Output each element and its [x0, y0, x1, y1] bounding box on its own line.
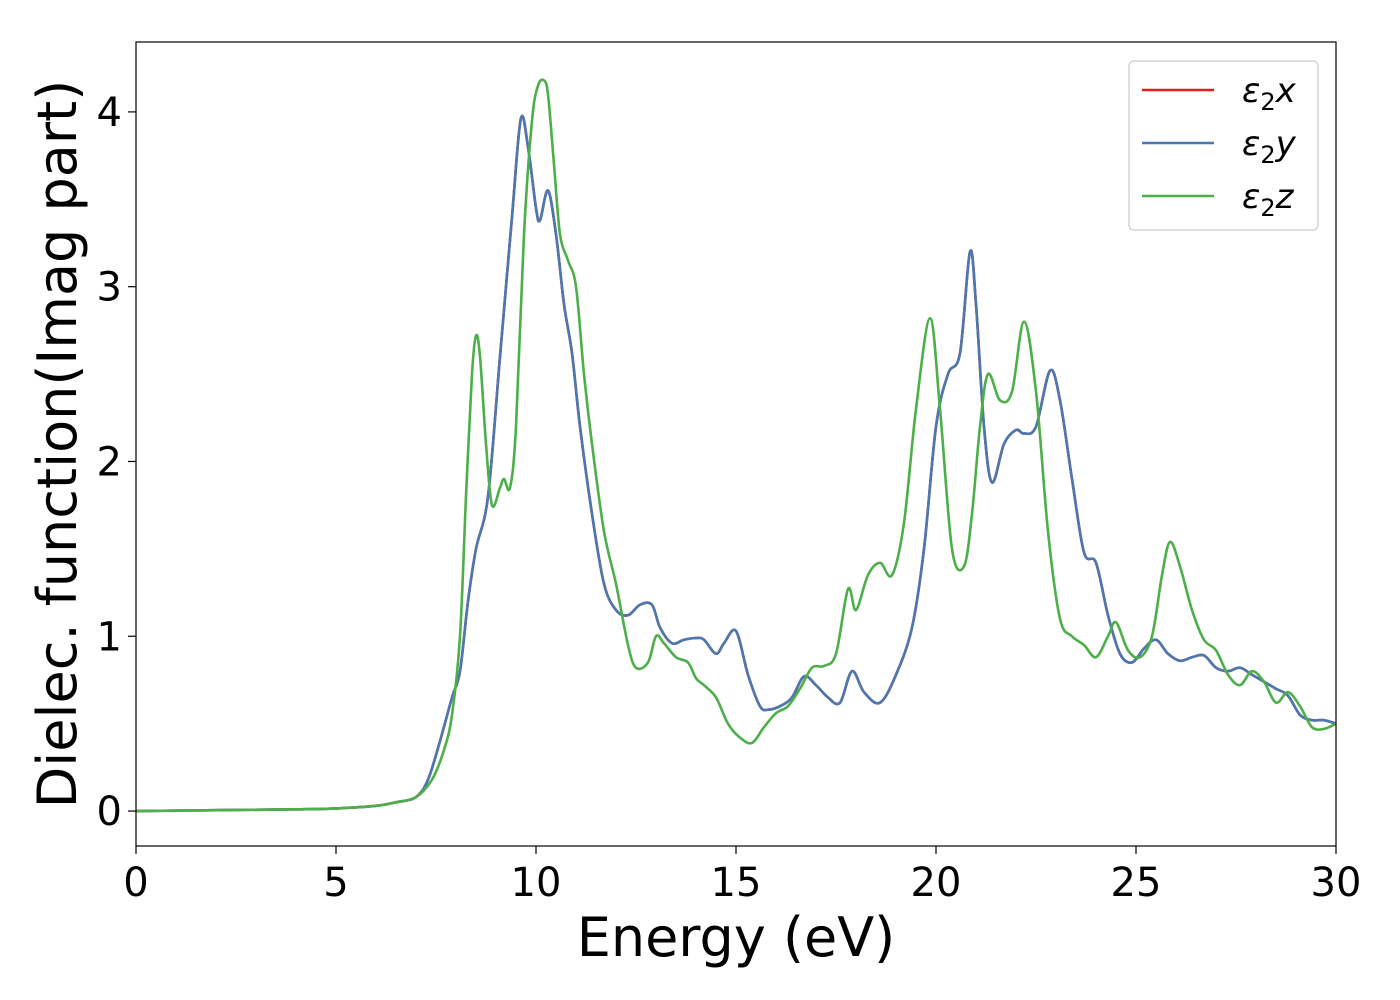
- series-line-z: [135, 78, 1337, 813]
- x-tick-label: 10: [511, 860, 562, 906]
- x-tick-label: 15: [711, 860, 762, 906]
- series-layer: [135, 78, 1337, 813]
- y-tick-label: 3: [97, 265, 122, 311]
- x-tick-label: 5: [323, 860, 348, 906]
- legend-label-z: ε2z: [1242, 177, 1295, 222]
- legend-label-y: ε2y: [1242, 124, 1297, 169]
- x-axis-ticks: 0 5 10 15 20 25 30: [123, 846, 1361, 906]
- y-axis-title: Dielec. function(Imag part): [26, 80, 89, 809]
- x-tick-label: 25: [1111, 860, 1162, 906]
- legend-box: [1128, 60, 1319, 231]
- x-tick-label: 20: [911, 860, 962, 906]
- y-tick-label: 1: [97, 614, 122, 660]
- y-tick-label: 2: [97, 439, 122, 485]
- y-axis-ticks: 0 1 2 3 4: [97, 90, 136, 835]
- x-axis-title: Energy (eV): [577, 906, 896, 969]
- x-tick-label: 0: [123, 860, 148, 906]
- y-tick-label: 4: [97, 90, 122, 136]
- legend-label-x: ε2x: [1242, 71, 1297, 116]
- legend: ε2x ε2y ε2z: [1128, 60, 1319, 231]
- x-tick-label: 30: [1311, 860, 1362, 906]
- y-tick-label: 0: [97, 789, 122, 835]
